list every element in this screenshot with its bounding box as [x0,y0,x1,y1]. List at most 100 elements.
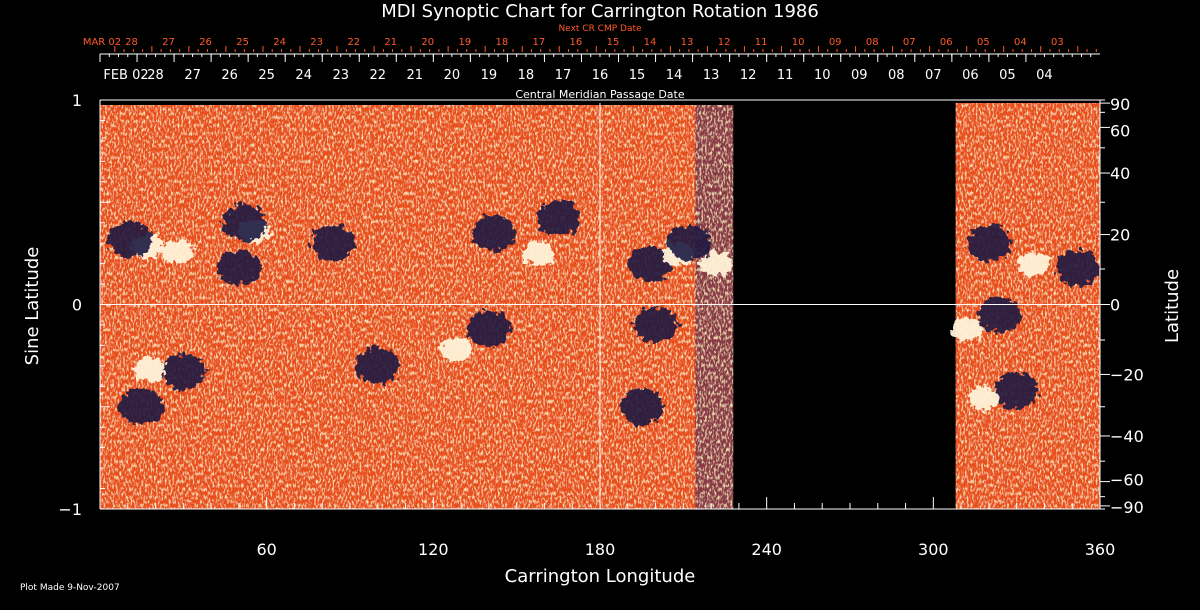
y-axis-right-title: Latitude [1162,269,1183,343]
region-negative-20 [633,306,678,343]
cmp-label-25: 04 [1036,68,1053,83]
region-positive-11 [439,337,472,362]
next-cmp-label-7: 22 [347,37,360,48]
x-tick-label-300: 300 [918,540,949,559]
cmp-label-2: 27 [184,68,201,83]
cmp-label-15: 14 [666,68,683,83]
next-cmp-label-9: 20 [421,37,434,48]
region-negative-19 [666,225,711,262]
y-left-tick-label-0: −1 [58,500,82,519]
next-cmp-label-1: 28 [125,37,138,48]
data-gap [733,103,956,509]
cmp-label-4: 25 [258,68,275,83]
next-cmp-label-25: 04 [1014,37,1027,48]
cmp-label-24: 05 [999,68,1016,83]
y-right-tick-label-7: −60 [1110,471,1144,490]
y-axis-left: −1 0 1 [58,91,110,519]
cmp-label-21: 08 [888,68,905,83]
region-negative-10 [355,347,400,384]
x-tick-label-60: 60 [256,540,276,559]
next-cmp-label-19: 10 [792,37,805,48]
region-positive-7 [134,357,166,382]
next-cmp-label-10: 19 [458,37,471,48]
next-cmp-label-16: 13 [681,37,694,48]
x-tick-label-180: 180 [585,540,616,559]
cmp-label-6: 23 [332,68,349,83]
next-cmp-label-24: 05 [977,37,990,48]
active-regions [108,200,1100,425]
region-positive-27 [967,386,1000,411]
region-negative-28 [1055,249,1100,286]
next-cmp-label-13: 16 [570,37,583,48]
next-cmp-date-axis: MAR 02 28 27 26 25 24 23 22 21 20 19 18 17 16 15 14 13 12… [83,37,1097,52]
cmp-label-20: 09 [851,68,868,83]
region-positive-14 [522,241,555,266]
region-negative-3 [216,249,261,286]
y-right-tick-label-6: −40 [1110,427,1144,446]
next-cmp-label-23: 06 [940,37,953,48]
region-negative-8 [119,388,164,425]
y-left-tick-label-1: 0 [72,296,82,315]
next-cmp-label-18: 11 [755,37,768,48]
next-cmp-label-6: 23 [310,37,323,48]
cmp-label-0: FEB 02 [103,68,148,83]
next-cmp-label-17: 12 [718,37,731,48]
region-negative-15 [536,200,581,237]
region-negative-16 [628,245,672,282]
next-cmp-label-15: 14 [644,37,657,48]
cmp-label-19: 10 [814,68,831,83]
y-right-tick-label-5: −20 [1110,365,1144,384]
region-negative-9 [311,225,356,262]
x-axis-title: Carrington Longitude [505,566,696,587]
cmp-label-9: 20 [444,68,461,83]
y-right-tick-label-8: −90 [1110,498,1144,517]
cmp-label-14: 15 [629,68,646,83]
plot-area [100,103,1100,509]
next-cmp-label-3: 26 [199,37,212,48]
cmp-label-7: 22 [370,68,387,83]
region-positive-2 [161,239,194,264]
region-negative-5 [222,204,267,241]
cmp-label-13: 16 [592,68,609,83]
cmp-label-8: 21 [407,68,424,83]
cmp-label-3: 26 [221,68,238,83]
next-cmp-label-22: 07 [903,37,916,48]
y-right-tick-label-1: 60 [1110,121,1130,140]
region-positive-25 [950,317,983,342]
cmp-label-22: 07 [925,68,942,83]
cmp-label-12: 17 [555,68,572,83]
region-negative-24 [978,296,1022,333]
magnetogram-field-left [100,105,734,509]
next-cmp-label-26: 03 [1051,37,1064,48]
y-axis-right: 90 60 40 20 0 −20 −40 −60 −90 [1100,95,1144,517]
cmp-label-17: 12 [740,68,757,83]
cmp-label-10: 19 [481,68,498,83]
gridlines [100,103,1100,509]
magnetogram-field-right [955,103,1100,509]
cmp-label-5: 24 [295,68,312,83]
cmp-label-23: 06 [962,68,979,83]
y-right-tick-label-2: 40 [1110,164,1130,183]
cmp-label-1: 28 [147,68,164,83]
next-cmp-label-0: MAR 02 [83,37,121,48]
cmp-label-18: 11 [777,68,794,83]
region-negative-12 [466,311,511,348]
region-negative-22 [966,225,1011,262]
x-axis: 60 120 180 240 300 360 [127,497,1115,559]
region-negative-6 [161,353,206,390]
plot-made-note: Plot Made 9-Nov-2007 [20,583,120,593]
next-cmp-label-8: 21 [384,37,397,48]
x-tick-label-120: 120 [418,540,449,559]
y-axis-left-title: Sine Latitude [22,247,43,366]
x-tick-label-240: 240 [751,540,782,559]
next-cmp-label-5: 24 [273,37,286,48]
next-cmp-label-21: 08 [866,37,879,48]
next-cmp-axis-title: Next CR CMP Date [558,24,642,34]
y-right-tick-label-4: 0 [1110,296,1120,315]
region-negative-26 [994,372,1039,409]
chart-title: MDI Synoptic Chart for Carrington Rotati… [381,1,819,22]
y-right-tick-label-3: 20 [1110,226,1130,245]
limb-noise-band [695,105,734,509]
